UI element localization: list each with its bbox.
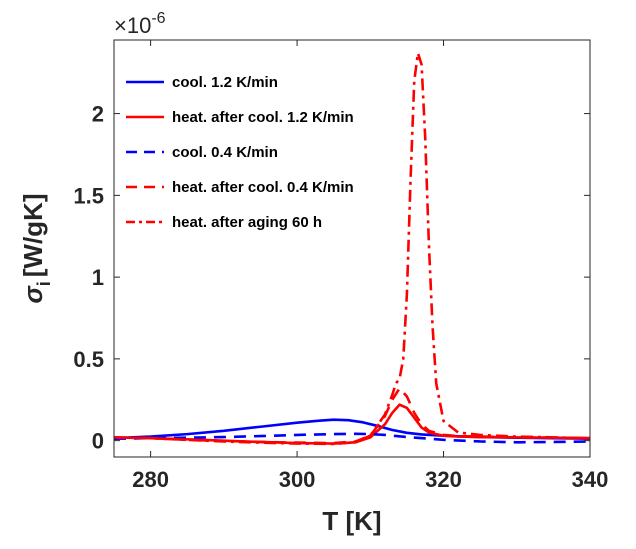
y-tick-label: 2 [92,102,104,127]
legend-label-3: cool. 0.4 K/min [172,144,278,161]
y-tick-label: 1.5 [73,183,104,208]
y-axis-title: σi [W/gK] [18,193,54,303]
y-tick-label: 1 [92,265,104,290]
y-axis-subscript: i [34,281,54,286]
x-axis-title: T [K] [322,506,381,536]
axes-frame [113,39,591,458]
y-axis-unit: [W/gK] [18,193,48,277]
y-tick-label: 0 [92,429,104,454]
y-axis-exponent: ×10-6 [114,10,166,38]
legend-label-2: heat. after cool. 1.2 K/min [172,109,354,126]
x-tick-label: 300 [279,467,316,492]
x-tick-label: 320 [425,467,462,492]
series-line-3 [114,432,590,444]
legend: cool. 1.2 K/min heat. after cool. 1.2 K/m… [126,74,354,231]
y-axis-symbol: σ [18,285,48,304]
legend-label-4: heat. after cool. 0.4 K/min [172,179,354,196]
axis-tick-labels-group: 280 300 320 340 0 0.5 1 1.5 2 [73,102,608,492]
x-tick-label: 340 [572,467,609,492]
legend-label-1: cool. 1.2 K/min [172,74,278,91]
plot-series-group [114,51,590,446]
series-line-5 [114,51,590,446]
svg-text:σi[W/gK]: σi [W/gK] [18,193,54,303]
y-tick-label: 0.5 [73,347,104,372]
y-axis-exponent-power: -6 [151,10,165,27]
legend-label-5: heat. after aging 60 h [172,214,322,231]
x-tick-label: 280 [132,467,169,492]
y-axis-exponent-prefix: ×10 [114,13,151,38]
axis-ticks-group [114,40,591,457]
